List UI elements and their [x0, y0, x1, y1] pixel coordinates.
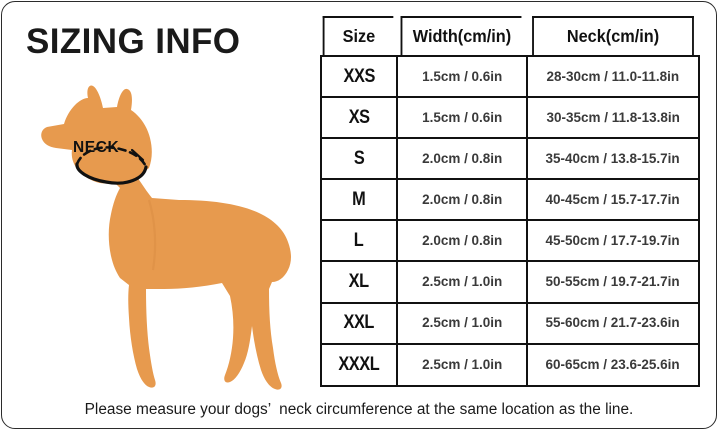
- cell-neck: 50-55cm / 19.7-21.7in: [526, 260, 700, 302]
- table-row: XS 1.5cm / 0.6in 30-35cm / 11.8-13.8in: [320, 96, 700, 138]
- column-header-width: Width(cm/in): [400, 16, 522, 56]
- cell-neck: 45-50cm / 17.7-19.7in: [526, 219, 700, 261]
- size-table-container: Size Width(cm/in) Neck(cm/in) XXS 1.5cm …: [320, 16, 700, 387]
- cell-size: S: [320, 137, 396, 179]
- cell-width: 2.0cm / 0.8in: [396, 178, 526, 220]
- table-row: XXS 1.5cm / 0.6in 28-30cm / 11.0-11.8in: [320, 55, 700, 97]
- neck-measure-solid-arc: [75, 162, 148, 185]
- table-header-row: Size Width(cm/in) Neck(cm/in): [320, 16, 700, 56]
- dog-shoulder-seam: [147, 199, 157, 271]
- table-row: XXXL 2.5cm / 1.0in 60-65cm / 23.6-25.6in: [320, 342, 700, 387]
- cell-size: L: [320, 219, 396, 261]
- cell-size: XXS: [320, 55, 396, 97]
- table-row: L 2.0cm / 0.8in 45-50cm / 17.7-19.7in: [320, 219, 700, 261]
- neck-measure-dashed-arc: [75, 146, 148, 169]
- dog-silhouette: NECK: [16, 80, 312, 390]
- size-table: Size Width(cm/in) Neck(cm/in) XXS 1.5cm …: [320, 16, 700, 387]
- neck-label-leader-line: [130, 148, 145, 162]
- cell-width: 1.5cm / 0.6in: [396, 55, 526, 97]
- cell-width: 2.0cm / 0.8in: [396, 137, 526, 179]
- table-row: XXL 2.5cm / 1.0in 55-60cm / 21.7-23.6in: [320, 301, 700, 343]
- cell-neck: 28-30cm / 11.0-11.8in: [526, 55, 700, 97]
- cell-size: XXL: [320, 301, 396, 343]
- cell-width: 2.5cm / 1.0in: [396, 260, 526, 302]
- cell-width: 2.5cm / 1.0in: [396, 301, 526, 343]
- cell-size: XL: [320, 260, 396, 302]
- cell-size: M: [320, 178, 396, 220]
- table-row: S 2.0cm / 0.8in 35-40cm / 13.8-15.7in: [320, 137, 700, 179]
- table-row: M 2.0cm / 0.8in 40-45cm / 15.7-17.7in: [320, 178, 700, 220]
- cell-neck: 55-60cm / 21.7-23.6in: [526, 301, 700, 343]
- cell-size: XS: [320, 96, 396, 138]
- cell-neck: 60-65cm / 23.6-25.6in: [526, 342, 700, 387]
- cell-neck: 30-35cm / 11.8-13.8in: [526, 96, 700, 138]
- column-header-size: Size: [322, 16, 394, 56]
- cell-neck: 35-40cm / 13.8-15.7in: [526, 137, 700, 179]
- cell-neck: 40-45cm / 15.7-17.7in: [526, 178, 700, 220]
- table-row: XL 2.5cm / 1.0in 50-55cm / 19.7-21.7in: [320, 260, 700, 302]
- column-header-neck: Neck(cm/in): [532, 16, 694, 56]
- neck-label: NECK: [73, 139, 120, 156]
- illustration-panel: SIZING INFO NECK: [2, 2, 314, 394]
- cell-width: 1.5cm / 0.6in: [396, 96, 526, 138]
- measurement-instruction-caption: Please measure your dogs’ neck circumfer…: [84, 401, 634, 418]
- cell-width: 2.0cm / 0.8in: [396, 219, 526, 261]
- cell-width: 2.5cm / 1.0in: [396, 342, 526, 387]
- dog-body-shape: [41, 85, 291, 390]
- page-title: SIZING INFO: [26, 22, 241, 61]
- cell-size: XXXL: [320, 342, 396, 387]
